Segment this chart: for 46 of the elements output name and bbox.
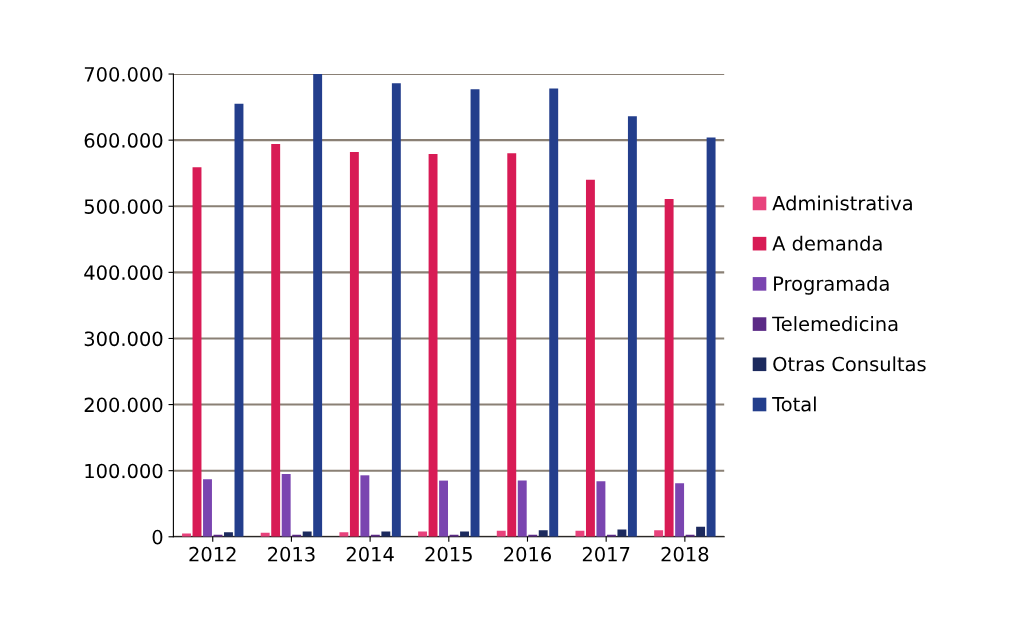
bar: [360, 475, 370, 537]
bar: [706, 137, 716, 537]
bar: [182, 533, 191, 537]
legend-label: Total: [772, 396, 816, 412]
bar: [234, 103, 244, 537]
bar: [696, 526, 706, 537]
bar: [538, 530, 548, 537]
legend-label: Administrativa: [772, 195, 912, 211]
bar: [313, 74, 323, 537]
bar: [549, 88, 559, 537]
x-tick-label: 2013: [268, 546, 315, 562]
legend-label: Telemedicina: [772, 316, 898, 332]
bar: [203, 479, 212, 537]
y-tick-label: 0: [152, 529, 163, 545]
x-tick-label: 2016: [504, 546, 551, 562]
bar: [654, 530, 664, 537]
bar: [391, 83, 401, 537]
bar: [271, 144, 281, 537]
y-tick-label: 300.000: [84, 331, 163, 347]
y-tick-label: 200.000: [84, 397, 163, 413]
bar: [517, 480, 527, 537]
bar: [281, 473, 291, 537]
bar: [349, 152, 359, 537]
x-tick-label: 2018: [661, 546, 709, 562]
legend-label: Otras Consultas: [773, 356, 926, 372]
legend-label: A demanda: [772, 235, 882, 251]
legend-label: Programada: [774, 275, 889, 295]
bar: [192, 167, 202, 537]
bar: [627, 116, 637, 537]
bar: [439, 480, 449, 537]
y-tick-label: 700.000: [84, 67, 163, 82]
bar: [664, 198, 674, 537]
y-tick-label: 100.000: [85, 463, 163, 479]
y-tick-label: 400.000: [84, 265, 163, 281]
y-tick-label: 500.000: [84, 199, 163, 214]
bar: [585, 179, 595, 537]
bar: [428, 154, 438, 537]
x-tick-label: 2014: [346, 546, 394, 562]
bar: [470, 89, 480, 537]
bar: [596, 481, 606, 537]
bar: [507, 153, 517, 537]
bar: [675, 483, 685, 537]
x-tick-label: 2017: [582, 546, 630, 562]
x-tick-label: 2012: [189, 546, 236, 562]
y-tick-label: 600.000: [84, 133, 163, 148]
x-tick-label: 2015: [425, 546, 472, 562]
